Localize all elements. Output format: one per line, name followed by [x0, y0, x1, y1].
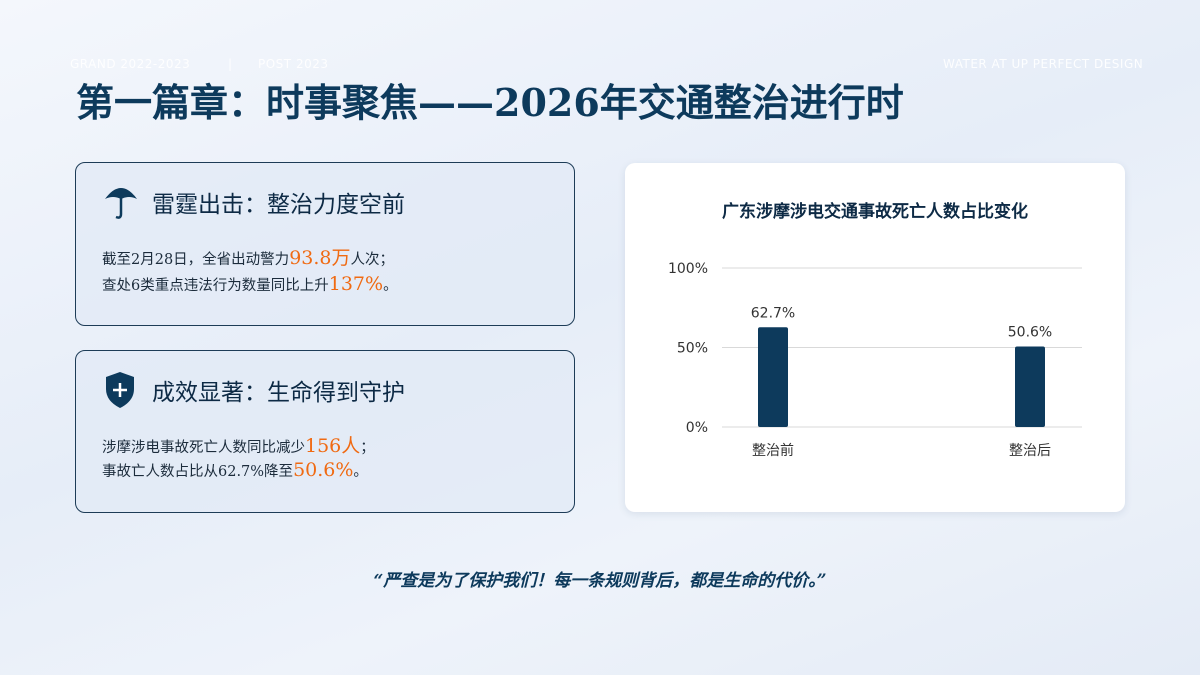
- highlight: 156人: [305, 435, 361, 457]
- data-label: 62.7%: [751, 305, 795, 321]
- umbrella-icon: [105, 188, 137, 219]
- bar: [758, 327, 788, 427]
- text: 人次；: [350, 252, 395, 268]
- y-tick-label: 50%: [677, 341, 708, 357]
- card-line: 事故亡人数占比从62.7%降至50.6%。: [102, 459, 368, 481]
- card-heading: 雷霆出击：整治力度空前: [152, 192, 405, 218]
- x-tick-label: 整治前: [752, 442, 794, 459]
- text: 。: [353, 464, 368, 480]
- card-line: 截至2月28日，全省出动警力93.8万人次；: [102, 243, 394, 270]
- text: 截至2月28日，全省出动警力: [102, 252, 290, 268]
- y-tick-label: 100%: [668, 261, 708, 277]
- text: 事故亡人数占比从62.7%降至: [102, 464, 294, 480]
- text: 查处6类重点违法行为数量同比上升: [102, 278, 329, 294]
- shield-icon: [106, 372, 134, 408]
- header-tag: POST 2023: [258, 57, 329, 71]
- text: 。: [383, 278, 398, 294]
- highlight: 93.8万: [289, 247, 351, 269]
- highlight: 50.6%: [293, 459, 354, 481]
- card-line: 涉摩涉电事故死亡人数同比减少156人；: [102, 431, 375, 458]
- card: 成效显著：生命得到守护 涉摩涉电事故死亡人数同比减少156人； 事故亡人数占比从…: [75, 350, 575, 513]
- card-line: 查处6类重点违法行为数量同比上升137%。: [102, 273, 398, 295]
- header-tag: WATER AT UP PERFECT DESIGN: [943, 57, 1144, 71]
- text: 涉摩涉电事故死亡人数同比减少: [102, 440, 305, 456]
- card: 雷霆出击：整治力度空前 截至2月28日，全省出动警力93.8万人次； 查处6类重…: [75, 162, 575, 326]
- quote: “严查是为了保护我们！每一条规则背后，都是生命的代价。”: [373, 571, 827, 591]
- chart-card: 广东涉摩涉电交通事故死亡人数占比变化 0% 50% 100% 62.7% 整治前 50.6…: [625, 163, 1125, 512]
- chart-title: 广东涉摩涉电交通事故死亡人数占比变化: [722, 201, 1028, 222]
- title: 第一篇章：时事聚焦——2026年交通整治进行时: [76, 80, 904, 125]
- header-tag: GRAND 2022-2023: [70, 57, 191, 71]
- data-label: 50.6%: [1008, 325, 1052, 341]
- text: ；: [360, 440, 375, 456]
- chart: 广东涉摩涉电交通事故死亡人数占比变化 0% 50% 100% 62.7% 整治前 50.6…: [668, 201, 1082, 459]
- y-tick-label: 0%: [686, 420, 708, 436]
- card-heading: 成效显著：生命得到守护: [152, 380, 405, 406]
- separator: |: [228, 57, 233, 71]
- bar: [1015, 346, 1045, 427]
- x-tick-label: 整治后: [1009, 443, 1051, 459]
- highlight: 137%: [328, 273, 384, 295]
